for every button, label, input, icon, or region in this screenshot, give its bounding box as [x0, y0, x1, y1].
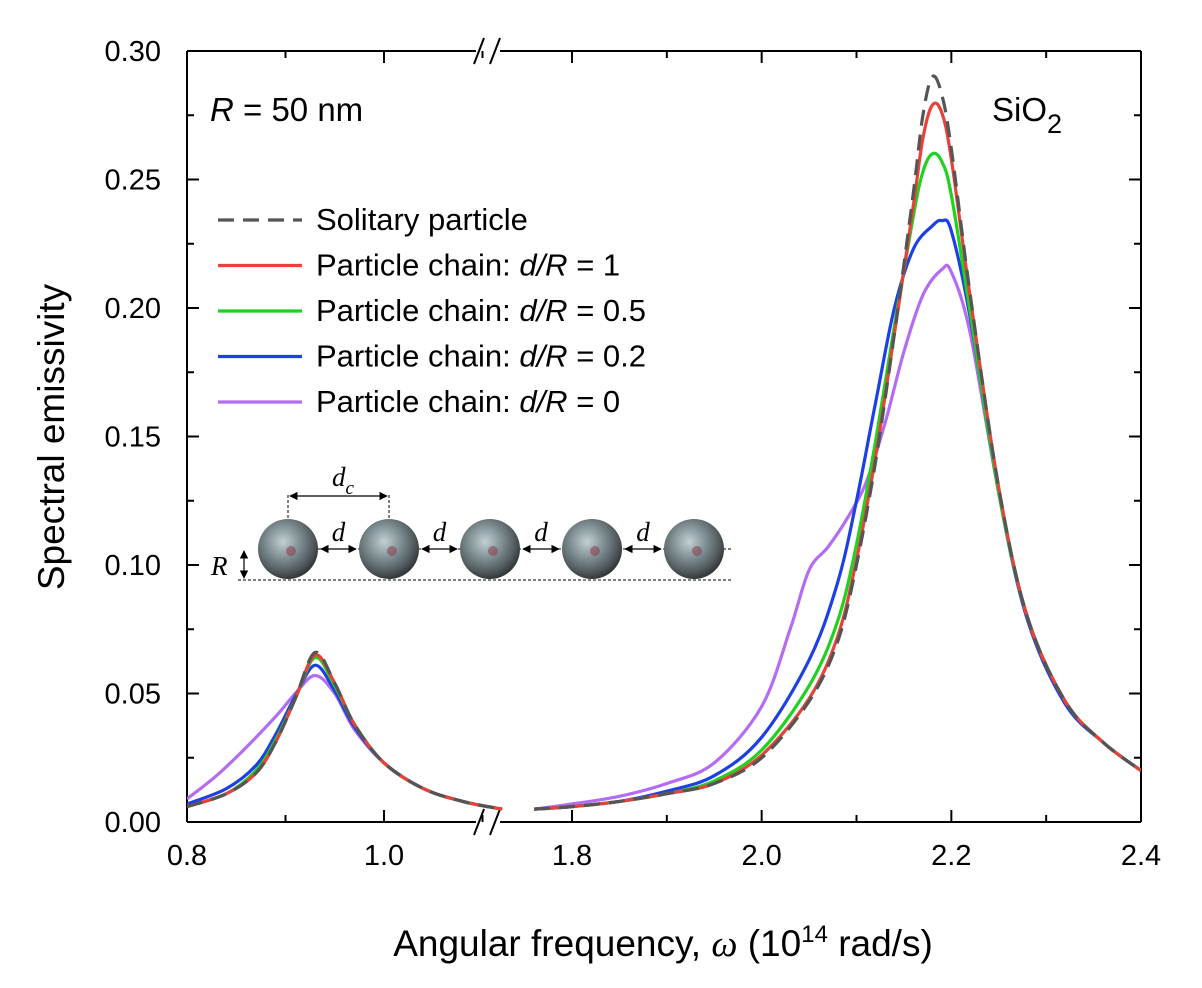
- x-tick-label: 2.4: [1121, 840, 1161, 872]
- series-layer: [187, 74, 1141, 811]
- particle-chain-inset: dc R d d d d: [210, 462, 733, 581]
- y-tick-label: 0.10: [105, 550, 161, 582]
- sphere-core-2: [488, 546, 498, 556]
- gap-label-3: d: [636, 517, 650, 547]
- legend-label-0: Solitary particle: [316, 202, 528, 237]
- gap-label-1: d: [433, 517, 447, 547]
- series-0-line-right: [533, 74, 1141, 811]
- y-tick-label: 0.05: [105, 679, 161, 711]
- legend-label-1: Particle chain: d/R = 1: [316, 248, 620, 283]
- x-tick-label: 2.0: [742, 840, 782, 872]
- x-tick-label: 0.8: [167, 840, 207, 872]
- gap-label-2: d: [534, 517, 548, 547]
- break-mark-top-1: [473, 37, 485, 65]
- x-tick-label: 1.0: [364, 840, 404, 872]
- sphere-core-3: [590, 546, 600, 556]
- sphere-core-1: [387, 546, 397, 556]
- axis-break-marks: [473, 37, 501, 836]
- axes-frame: [186, 50, 1142, 823]
- legend-label-3: Particle chain: d/R = 0.2: [316, 339, 646, 374]
- series-0-line-left: [187, 650, 503, 811]
- radius-annotation: R = 50 nm: [210, 91, 363, 128]
- material-label: SiO2: [992, 91, 1062, 139]
- axis-ticks: 0.8 1.0 1.8 2.0 2.2 2.4 0.00 0.05 0.10 0.15 0.20 0.…: [105, 36, 1162, 872]
- series-1-line-right: [533, 101, 1141, 811]
- legend-label-2: Particle chain: d/R = 0.5: [316, 293, 646, 328]
- legend-label-4: Particle chain: d/R = 0: [316, 384, 620, 419]
- y-tick-label: 0.15: [105, 422, 161, 454]
- series-2-line-left: [187, 655, 503, 811]
- y-tick-label: 0.30: [105, 36, 161, 68]
- y-tick-label: 0.20: [105, 293, 161, 325]
- legend: Solitary particle Particle chain: d/R = 1…: [218, 202, 646, 419]
- gap-label-0: d: [332, 517, 346, 547]
- x-axis-title: Angular frequency, ω (1014 rad/s): [393, 921, 933, 965]
- y-tick-label: 0.25: [105, 165, 161, 197]
- y-tick-label: 0.00: [105, 807, 161, 839]
- break-mark-bottom-1: [473, 808, 485, 836]
- sphere-core-4: [692, 546, 702, 556]
- x-tick-label: 2.2: [931, 840, 971, 872]
- center-distance-label: dc: [332, 462, 355, 499]
- series-1-line-left: [187, 653, 503, 811]
- series-2-line-right: [533, 151, 1141, 811]
- x-tick-label: 1.8: [552, 840, 592, 872]
- break-mark-bottom-2: [489, 808, 501, 836]
- radius-label: R: [210, 551, 228, 581]
- y-axis-title: Spectral emissivity: [31, 283, 72, 590]
- sphere-core-0: [286, 546, 296, 556]
- break-mark-top-2: [489, 37, 501, 65]
